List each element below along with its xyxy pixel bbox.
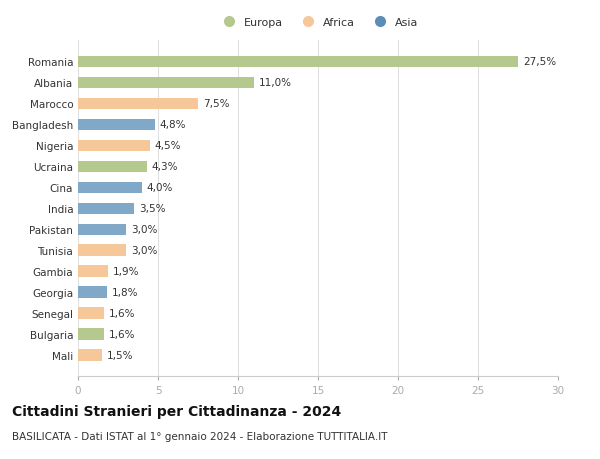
- Text: 4,0%: 4,0%: [147, 183, 173, 193]
- Text: 3,0%: 3,0%: [131, 246, 157, 256]
- Text: 1,8%: 1,8%: [112, 288, 138, 297]
- Text: 11,0%: 11,0%: [259, 78, 292, 88]
- Bar: [78, 287, 107, 298]
- Bar: [78, 203, 134, 215]
- Bar: [78, 161, 147, 173]
- Bar: [78, 140, 150, 152]
- Bar: [78, 350, 102, 361]
- Text: 4,5%: 4,5%: [155, 141, 181, 151]
- Text: 4,3%: 4,3%: [152, 162, 178, 172]
- Text: 1,6%: 1,6%: [109, 330, 135, 340]
- Bar: [78, 308, 104, 319]
- Text: 3,0%: 3,0%: [131, 225, 157, 235]
- Bar: [78, 329, 104, 340]
- Bar: [78, 119, 155, 131]
- Text: 27,5%: 27,5%: [523, 57, 556, 67]
- Text: 4,8%: 4,8%: [160, 120, 186, 130]
- Text: 7,5%: 7,5%: [203, 99, 229, 109]
- Bar: [78, 182, 142, 194]
- Bar: [78, 98, 198, 110]
- Text: 1,9%: 1,9%: [113, 267, 140, 277]
- Bar: [78, 78, 254, 89]
- Text: 1,5%: 1,5%: [107, 350, 133, 360]
- Legend: Europa, Africa, Asia: Europa, Africa, Asia: [213, 13, 423, 32]
- Text: Cittadini Stranieri per Cittadinanza - 2024: Cittadini Stranieri per Cittadinanza - 2…: [12, 404, 341, 418]
- Bar: [78, 56, 518, 68]
- Bar: [78, 245, 126, 257]
- Bar: [78, 224, 126, 235]
- Text: BASILICATA - Dati ISTAT al 1° gennaio 2024 - Elaborazione TUTTITALIA.IT: BASILICATA - Dati ISTAT al 1° gennaio 20…: [12, 431, 388, 442]
- Text: 3,5%: 3,5%: [139, 204, 166, 214]
- Text: 1,6%: 1,6%: [109, 308, 135, 319]
- Bar: [78, 266, 109, 277]
